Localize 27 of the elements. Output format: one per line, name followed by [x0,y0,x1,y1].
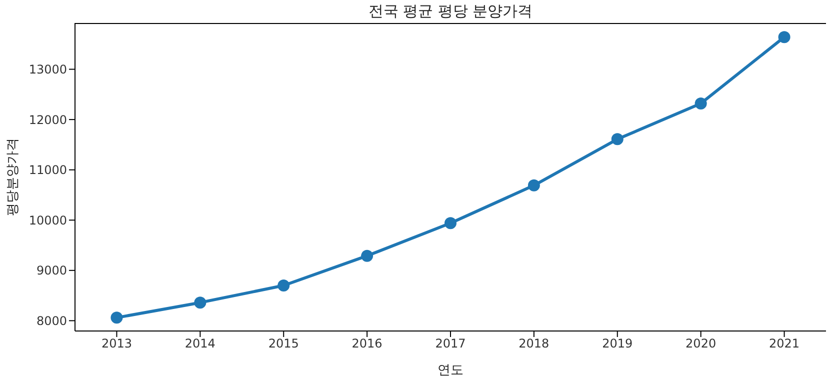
x-tick-label: 2016 [352,336,382,351]
point [278,279,290,292]
y-tick-label: 10000 [28,213,67,228]
x-tick-label: 2019 [602,336,633,351]
point [444,217,456,230]
point [528,179,540,192]
x-tick-label: 2017 [435,336,466,351]
x-tick-label: 2013 [101,336,132,351]
x-tick-label: 2021 [769,336,800,351]
x-tick-label: 2015 [268,336,299,351]
y-tick-label: 9000 [36,264,67,278]
point [778,31,790,44]
y-tick-label: 11000 [28,163,67,178]
point [110,312,123,324]
point [611,133,624,146]
y-tick-label: 8000 [36,314,67,328]
chart-title: 전국 평균 평당 분양가격 [367,1,534,22]
point [694,97,707,110]
x-axis-title: 연도 [438,363,464,376]
x-tick-label: 2020 [686,336,716,351]
x-tick-label: 2014 [184,336,216,351]
y-tick-label: 13000 [28,62,67,77]
point [361,250,374,262]
x-tick-label: 2018 [518,336,550,351]
y-tick-label: 12000 [28,112,67,127]
y-axis-title: 평당분양가격 [6,138,21,216]
point [194,296,206,309]
